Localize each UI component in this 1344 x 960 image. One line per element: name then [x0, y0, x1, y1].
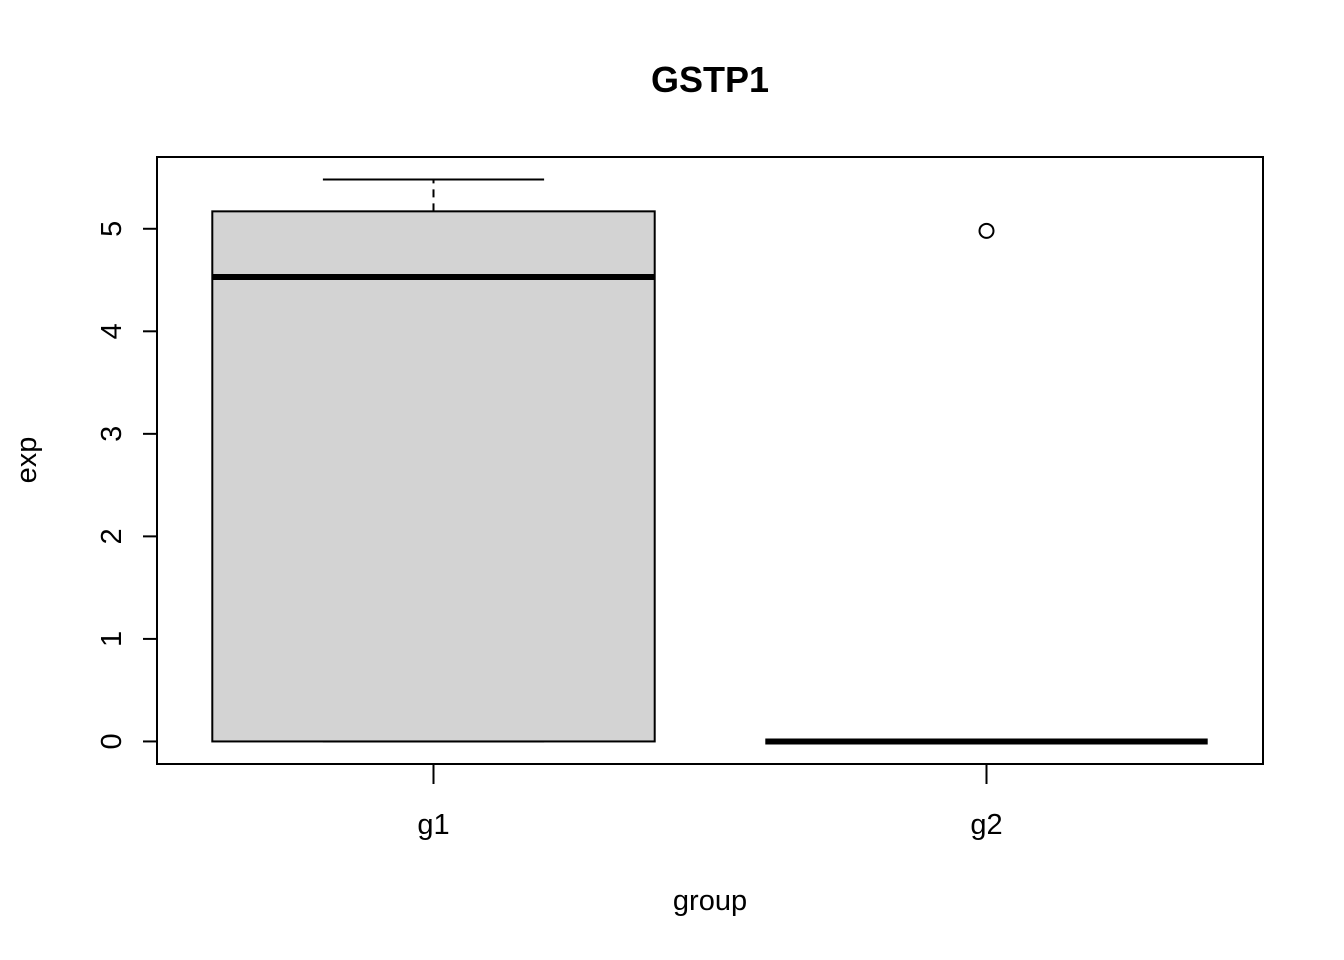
- x-axis: g1 g2: [417, 764, 1003, 841]
- y-axis: 0 1 2 3 4 5: [96, 221, 157, 750]
- box-g1: [211, 178, 656, 743]
- chart-title: GSTP1: [651, 59, 769, 100]
- x-axis-label: group: [673, 885, 747, 917]
- plot-frame: [156, 156, 1264, 765]
- y-tick-label: 5: [96, 221, 128, 237]
- y-tick-label: 1: [96, 631, 128, 647]
- y-tick-label: 4: [96, 323, 128, 339]
- x-tick-label: g2: [970, 809, 1002, 841]
- box-series: [211, 178, 1208, 745]
- y-axis-label: exp: [11, 437, 43, 484]
- outlier-point: [978, 222, 995, 239]
- y-tick-label: 3: [96, 426, 128, 442]
- iqr-box: [211, 210, 656, 743]
- x-tick-label: g1: [417, 809, 449, 841]
- y-tick-label: 2: [96, 528, 128, 544]
- box-g2: [765, 222, 1208, 745]
- y-tick-label: 0: [96, 733, 128, 749]
